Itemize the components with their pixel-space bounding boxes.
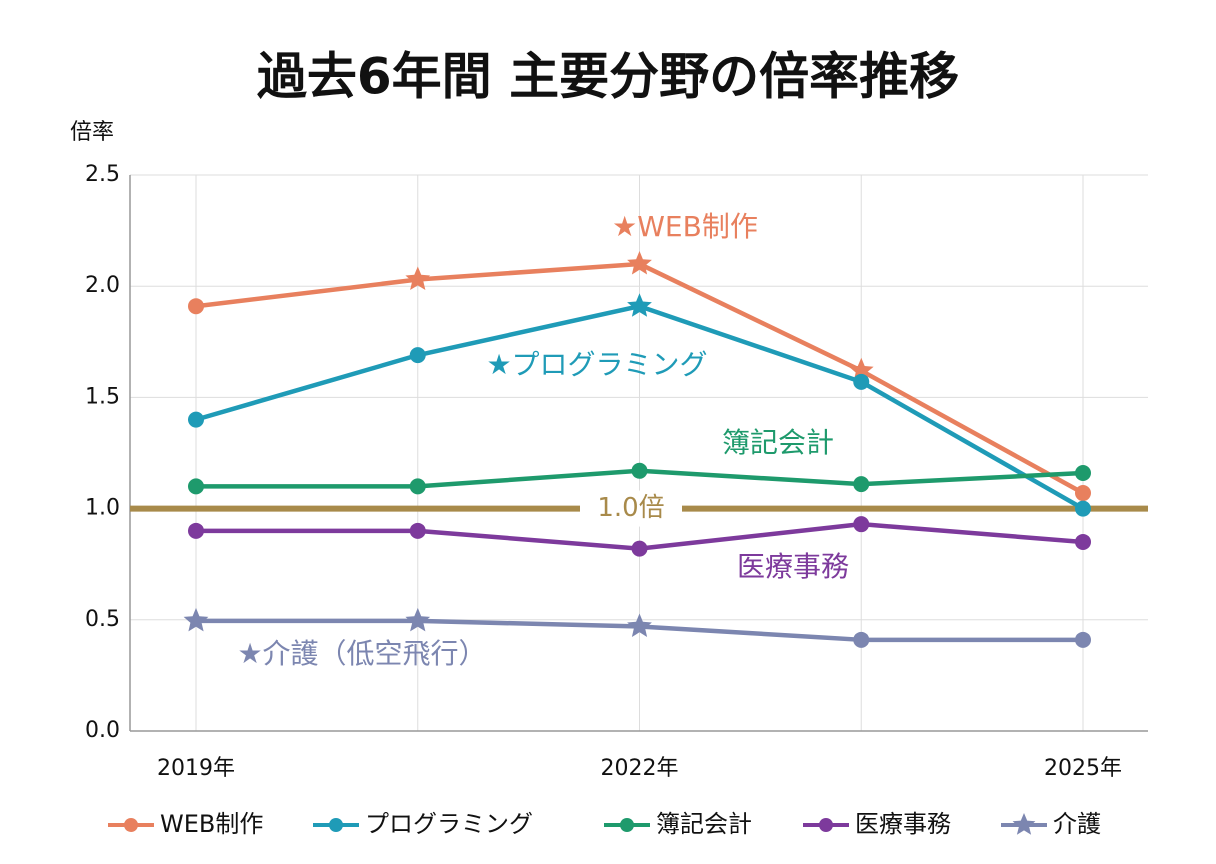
annotation: ★プログラミング <box>486 348 707 381</box>
data-point <box>853 476 870 493</box>
data-point <box>409 522 426 539</box>
data-point <box>409 478 426 495</box>
data-point <box>848 357 874 382</box>
data-point <box>853 631 870 648</box>
legend-label: プログラミング <box>365 810 533 838</box>
data-point <box>1075 485 1091 502</box>
data-point <box>409 347 426 364</box>
legend-marker <box>329 818 343 832</box>
data-point <box>631 462 648 479</box>
y-tick-label: 1.0 <box>85 496 120 521</box>
annotation: ★介護（低空飛行） <box>237 637 486 670</box>
data-point <box>188 478 204 495</box>
reference-label-bg <box>580 490 682 527</box>
data-point <box>1075 533 1091 550</box>
annotation: ★WEB制作 <box>612 210 758 243</box>
chart-title: 過去6年間 主要分野の倍率推移 <box>257 48 959 106</box>
legend-label: 簿記会計 <box>656 810 752 838</box>
y-tick-label: 0.5 <box>85 607 120 632</box>
data-point <box>1075 500 1091 517</box>
legend-marker <box>620 818 634 832</box>
data-point <box>188 411 204 428</box>
data-point <box>188 298 204 315</box>
x-tick-label: 2025年 <box>1044 756 1122 781</box>
y-tick-label: 0.0 <box>85 718 120 743</box>
data-point <box>853 373 870 390</box>
legend-marker <box>819 818 833 832</box>
legend-label: 介護 <box>1053 810 1101 838</box>
data-point <box>188 522 204 539</box>
legend-marker <box>124 818 138 832</box>
data-point <box>627 613 652 637</box>
data-point <box>405 607 431 632</box>
y-tick-label: 2.0 <box>85 273 120 298</box>
annotation: 医療事務 <box>737 550 849 583</box>
legend-label: 医療事務 <box>855 810 951 838</box>
annotation: 簿記会計 <box>722 426 834 459</box>
data-point <box>631 540 648 557</box>
reference-label: 1.0倍 <box>597 493 664 523</box>
y-tick-label: 2.5 <box>85 162 120 187</box>
legend-label: WEB制作 <box>160 810 263 838</box>
data-point <box>405 266 431 290</box>
legend-marker <box>1012 813 1036 835</box>
x-tick-label: 2022年 <box>601 756 679 781</box>
data-point <box>627 251 652 275</box>
y-axis-label: 倍率 <box>70 120 114 145</box>
data-point <box>1075 631 1091 648</box>
data-point <box>1075 465 1091 482</box>
y-tick-label: 1.5 <box>85 384 120 409</box>
data-point <box>627 293 652 317</box>
data-point <box>183 607 209 632</box>
x-tick-label: 2019年 <box>157 756 235 781</box>
data-point <box>853 516 870 533</box>
